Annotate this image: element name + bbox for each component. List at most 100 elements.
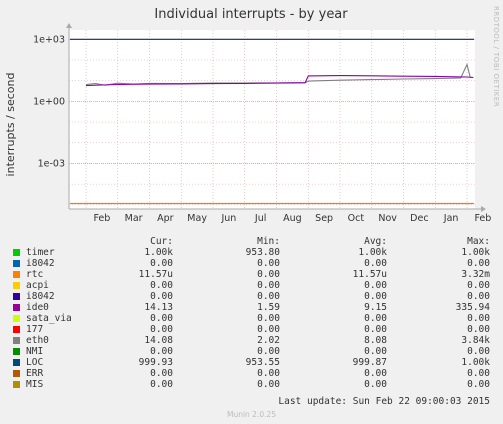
legend-max: 3.32m: [461, 269, 490, 280]
legend-swatch: [13, 282, 20, 289]
legend-min: 953.80: [245, 247, 280, 258]
legend-avg: 0.00: [364, 291, 387, 302]
legend-series-name: timer: [26, 247, 55, 258]
legend-max: 0.00: [467, 258, 490, 269]
legend-swatch: [13, 326, 20, 333]
legend-swatch: [13, 381, 20, 388]
legend-series-name: acpi: [26, 280, 49, 291]
legend-cur: 14.08: [144, 335, 173, 346]
chart-title: Individual interrupts - by year: [154, 7, 348, 22]
legend-avg: 0.00: [364, 280, 387, 291]
legend-avg: 0.00: [364, 313, 387, 324]
x-tick-label: Nov: [378, 213, 397, 224]
legend-avg: 0.00: [364, 346, 387, 357]
legend-table: Cur: Min: Avg: Max: timer 1.00k 953.80 1.00…: [0, 236, 503, 390]
legend-min: 1.59: [257, 302, 280, 313]
x-tick-label: Feb: [474, 213, 491, 224]
legend-col-max: Max:: [467, 236, 490, 247]
legend-swatch: [13, 293, 20, 300]
legend-cur: 0.00: [150, 346, 173, 357]
last-update: Last update: Sun Feb 22 09:00:03 2015: [278, 396, 490, 407]
x-tick-label: Dec: [410, 213, 428, 224]
legend-row: rtc 11.57u 0.00 11.57u 3.32m: [0, 269, 503, 280]
legend-max: 0.00: [467, 346, 490, 357]
legend-row: ERR 0.00 0.00 0.00 0.00: [0, 368, 503, 379]
legend-row: ide0 14.13 1.59 9.15 335.94: [0, 302, 503, 313]
legend-row: eth0 14.08 2.02 8.08 3.84k: [0, 335, 503, 346]
legend-swatch: [13, 337, 20, 344]
legend-avg: 8.08: [364, 335, 387, 346]
legend-avg: 9.15: [364, 302, 387, 313]
legend-avg: 0.00: [364, 258, 387, 269]
legend-min: 0.00: [257, 280, 280, 291]
legend-row: i8042 0.00 0.00 0.00 0.00: [0, 258, 503, 269]
legend-series-name: 177: [26, 324, 44, 335]
x-tick-label: Aug: [283, 213, 302, 224]
x-tick-label: Sep: [315, 213, 333, 224]
y-tick-label: 1e-03: [38, 158, 65, 169]
legend-row: 177 0.00 0.00 0.00 0.00: [0, 324, 503, 335]
legend-max: 0.00: [467, 368, 490, 379]
rrdtool-watermark: RRDTOOL / TOBI OETIKER: [492, 6, 500, 107]
series-line-ide0: [85, 75, 474, 87]
munin-version: Munin 2.0.25: [226, 410, 277, 419]
y-axis-label: interrupts / second: [4, 73, 17, 177]
legend-swatch: [13, 370, 20, 377]
legend-series-name: i8042: [26, 258, 55, 269]
legend-row: i8042 0.00 0.00 0.00 0.00: [0, 291, 503, 302]
legend-series-name: NMI: [26, 346, 44, 357]
tick-labels: Feb Mar Apr May Jun Jul Aug Sep Oct Nov Dec Jan Feb 1…: [33, 34, 491, 224]
y-tick-label: 1e+00: [33, 96, 65, 107]
legend-cur: 0.00: [150, 291, 173, 302]
legend-avg: 0.00: [364, 324, 387, 335]
x-tick-label: Oct: [348, 213, 365, 224]
legend-row: LOC 999.93 953.55 999.87 1.00k: [0, 357, 503, 368]
legend-rows: timer 1.00k 953.80 1.00k 1.00k i8042 0.00 0.00 0…: [0, 247, 503, 390]
legend-min: 0.00: [257, 269, 280, 280]
x-tick-label: May: [187, 213, 207, 224]
legend-series-name: ide0: [26, 302, 49, 313]
legend-cur: 14.13: [144, 302, 173, 313]
legend-row: NMI 0.00 0.00 0.00 0.00: [0, 346, 503, 357]
legend-max: 0.00: [467, 280, 490, 291]
legend-series-name: MIS: [26, 379, 44, 390]
legend-max: 1.00k: [461, 247, 490, 258]
chart-svg: Individual interrupts - by year RRDTOOL …: [4, 6, 500, 224]
legend-col-cur: Cur:: [150, 236, 173, 247]
x-tick-label: Jun: [220, 213, 236, 224]
legend-avg: 0.00: [364, 379, 387, 390]
legend-avg: 11.57u: [352, 269, 387, 280]
legend-series-name: LOC: [26, 357, 44, 368]
legend-row: acpi 0.00 0.00 0.00 0.00: [0, 280, 503, 291]
legend-min: 953.55: [245, 357, 280, 368]
x-tick-label: Apr: [157, 213, 174, 224]
x-axis-arrow: [481, 206, 486, 212]
legend-max: 1.00k: [461, 357, 490, 368]
legend-cur: 11.57u: [138, 269, 173, 280]
legend-max: 3.84k: [461, 335, 490, 346]
legend-min: 0.00: [257, 291, 280, 302]
legend-cur: 0.00: [150, 280, 173, 291]
legend-row: timer 1.00k 953.80 1.00k 1.00k: [0, 247, 503, 258]
legend-swatch: [13, 249, 20, 256]
y-axis-arrow: [66, 23, 72, 28]
legend-swatch: [13, 304, 20, 311]
legend-col-avg: Avg:: [364, 236, 387, 247]
legend-cur: 0.00: [150, 258, 173, 269]
legend-max: 0.00: [467, 291, 490, 302]
legend-cur: 0.00: [150, 379, 173, 390]
legend-min: 0.00: [257, 379, 280, 390]
legend-row: MIS 0.00 0.00 0.00 0.00: [0, 379, 503, 390]
series-layer: [70, 38, 474, 205]
legend-cur: 999.93: [138, 357, 173, 368]
legend-max: 0.00: [467, 324, 490, 335]
legend-swatch: [13, 271, 20, 278]
legend-max: 0.00: [467, 379, 490, 390]
legend-series-name: i8042: [26, 291, 55, 302]
legend-swatch: [13, 260, 20, 267]
legend-cur: 0.00: [150, 324, 173, 335]
legend-series-name: eth0: [26, 335, 49, 346]
legend-header: Cur: Min: Avg: Max:: [0, 236, 503, 247]
legend-min: 0.00: [257, 346, 280, 357]
legend-row: sata_via 0.00 0.00 0.00 0.00: [0, 313, 503, 324]
